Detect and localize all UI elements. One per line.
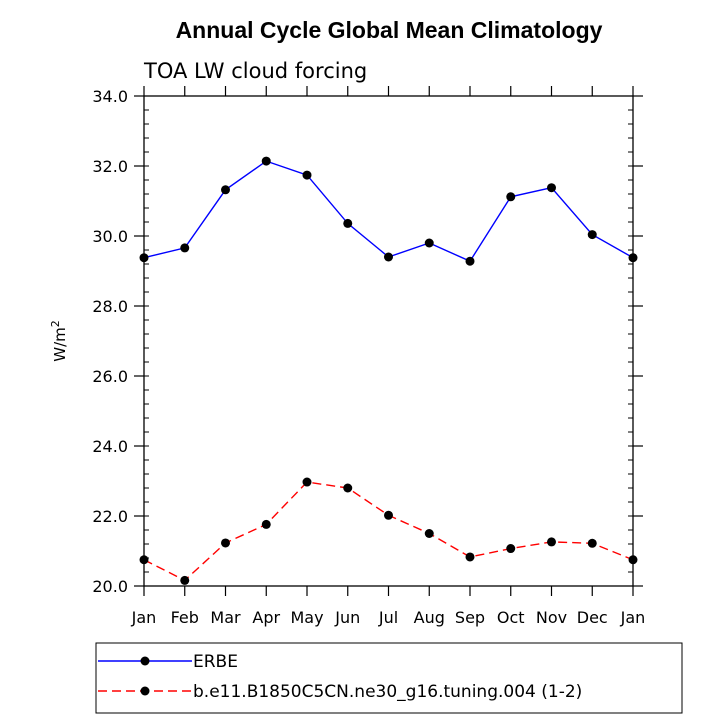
x-tick-label: Jan	[131, 608, 157, 627]
chart-subtitle: TOA LW cloud forcing	[143, 59, 367, 83]
x-tick-label: Jan	[620, 608, 646, 627]
plot-frame	[143, 95, 634, 587]
x-tick-label: Mar	[210, 608, 241, 627]
series-1-point	[506, 544, 516, 554]
y-tick-label: 30.0	[92, 227, 128, 246]
series-0-point	[384, 252, 393, 262]
legend-label-1: b.e11.B1850C5CN.ne30_g16.tuning.004 (1-2…	[193, 682, 582, 702]
series-1-point	[424, 529, 434, 538]
y-tick-label: 26.0	[92, 367, 128, 386]
y-tick-label: 28.0	[92, 297, 128, 316]
series-0-point	[343, 218, 353, 228]
y-tick-label: 20.0	[92, 577, 128, 596]
x-tick-label: Jul	[378, 608, 398, 627]
series-line-1	[143, 481, 634, 582]
series-1-point	[384, 510, 393, 520]
series-layer	[139, 156, 638, 585]
y-axis-label-main: W/m	[51, 327, 69, 362]
series-line-0	[143, 160, 634, 263]
x-tick-label: Apr	[252, 608, 280, 627]
y-axis-label: W/m2	[49, 320, 69, 362]
x-tick-label: Nov	[536, 608, 567, 627]
series-1-point	[139, 555, 149, 565]
chart-title: Annual Cycle Global Mean Climatology	[176, 17, 603, 43]
x-tick-label: Sep	[455, 608, 485, 627]
x-tick-labels: Jan Feb Mar Apr May Jun Jul Aug Sep Oct Nov Dec Jan	[131, 608, 646, 627]
legend-marker-0	[140, 656, 150, 666]
y-tick-labels: 20.0 22.0 24.0 26.0 28.0 30.0 32.0 34.0	[92, 87, 128, 596]
series-1-point	[221, 538, 230, 548]
series-0-point	[139, 253, 149, 263]
major-ticks	[134, 86, 643, 596]
series-0-point	[261, 156, 271, 166]
series-0-point	[424, 238, 434, 248]
x-tick-label: Oct	[497, 608, 525, 627]
y-axis-label-superscript: 2	[49, 320, 62, 327]
y-tick-label: 32.0	[92, 157, 128, 176]
series-0-point	[180, 243, 190, 253]
y-tick-label: 24.0	[92, 437, 128, 456]
legend-label-0: ERBE	[193, 652, 238, 672]
series-1-point	[302, 477, 312, 487]
y-tick-label: 34.0	[92, 87, 128, 106]
x-tick-label: Aug	[414, 608, 445, 627]
series-1-point	[547, 537, 556, 547]
series-1-point	[180, 575, 190, 585]
series-1-point	[343, 483, 353, 493]
x-tick-label: May	[290, 608, 323, 627]
legend-box	[95, 642, 683, 714]
series-1-point	[465, 552, 475, 562]
series-0-point	[465, 256, 475, 266]
series-1-point	[628, 555, 638, 565]
x-tick-label: Feb	[171, 608, 199, 627]
series-1-point	[587, 538, 597, 548]
series-0-point	[587, 230, 597, 240]
series-0-point	[547, 183, 556, 193]
series-1-point	[261, 519, 271, 529]
x-tick-label: Jun	[334, 608, 360, 627]
series-0-point	[628, 253, 638, 263]
series-0-point	[221, 185, 230, 195]
x-tick-label: Dec	[577, 608, 608, 627]
legend: ERBE b.e11.B1850C5CN.ne30_g16.tuning.004 …	[95, 642, 683, 714]
series-0-point	[302, 170, 312, 180]
series-0-point	[506, 192, 516, 202]
legend-items: ERBE b.e11.B1850C5CN.ne30_g16.tuning.004 …	[98, 652, 582, 702]
y-tick-label: 22.0	[92, 507, 128, 526]
legend-marker-1	[140, 686, 150, 696]
